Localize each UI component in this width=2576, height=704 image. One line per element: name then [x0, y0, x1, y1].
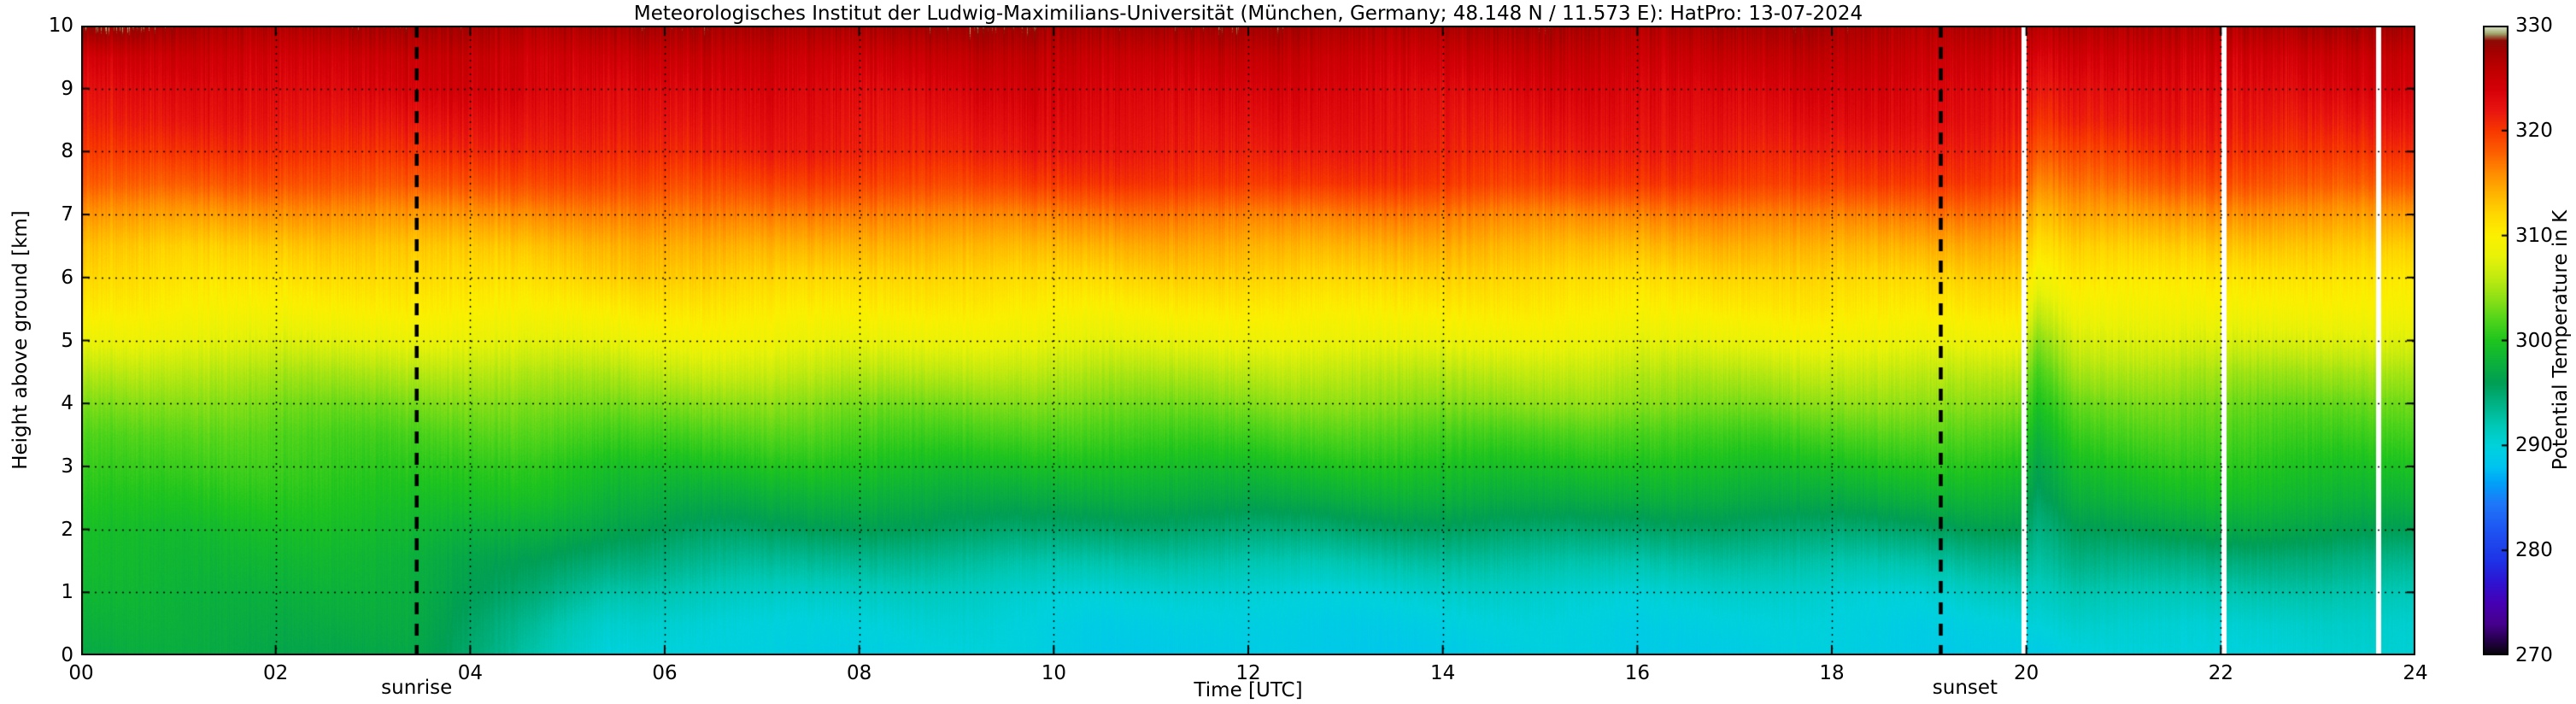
x-tick-label: 22: [2208, 662, 2233, 684]
x-tick-label: 10: [1041, 662, 1066, 684]
x-axis-title: Time [UTC]: [1194, 679, 1303, 701]
x-tick-label: 20: [2014, 662, 2039, 684]
y-tick-label: 5: [61, 329, 73, 352]
chart-title: Meteorologisches Institut der Ludwig-Max…: [633, 3, 1863, 25]
colorbar-tick-label: 280: [2515, 539, 2553, 562]
x-tick-label: 02: [263, 662, 289, 684]
y-tick-label: 6: [61, 266, 73, 289]
colorbar-tick-label: 330: [2515, 15, 2553, 37]
y-tick-label: 3: [61, 455, 73, 478]
sunset-label: sunset: [1932, 677, 1998, 699]
y-tick-label: 0: [61, 644, 73, 666]
y-tick-label: 10: [48, 15, 73, 37]
x-tick-label: 24: [2403, 662, 2428, 684]
colorbar-tick-label: 310: [2515, 224, 2553, 247]
colorbar-tick-label: 300: [2515, 329, 2553, 352]
sunrise-label: sunrise: [381, 677, 453, 699]
heatmap-plot: [81, 26, 2415, 655]
x-tick-label: 12: [1235, 662, 1261, 684]
colorbar-tick-label: 320: [2515, 119, 2553, 142]
y-tick-label: 9: [61, 77, 73, 100]
x-tick-label: 08: [847, 662, 872, 684]
y-tick-label: 2: [61, 518, 73, 541]
x-tick-label: 06: [652, 662, 678, 684]
y-axis-title: Height above ground [km]: [9, 210, 32, 470]
colorbar-tick-label: 290: [2515, 434, 2553, 457]
x-tick-label: 16: [1624, 662, 1650, 684]
x-tick-label: 14: [1430, 662, 1456, 684]
y-tick-label: 4: [61, 392, 73, 415]
x-tick-label: 18: [1819, 662, 1845, 684]
x-tick-label: 00: [68, 662, 94, 684]
colorbar-tick-label: 270: [2515, 644, 2553, 666]
y-tick-label: 8: [61, 140, 73, 163]
y-tick-label: 7: [61, 203, 73, 226]
x-tick-label: 04: [457, 662, 483, 684]
colorbar: [2483, 26, 2509, 655]
y-tick-label: 1: [61, 581, 73, 604]
